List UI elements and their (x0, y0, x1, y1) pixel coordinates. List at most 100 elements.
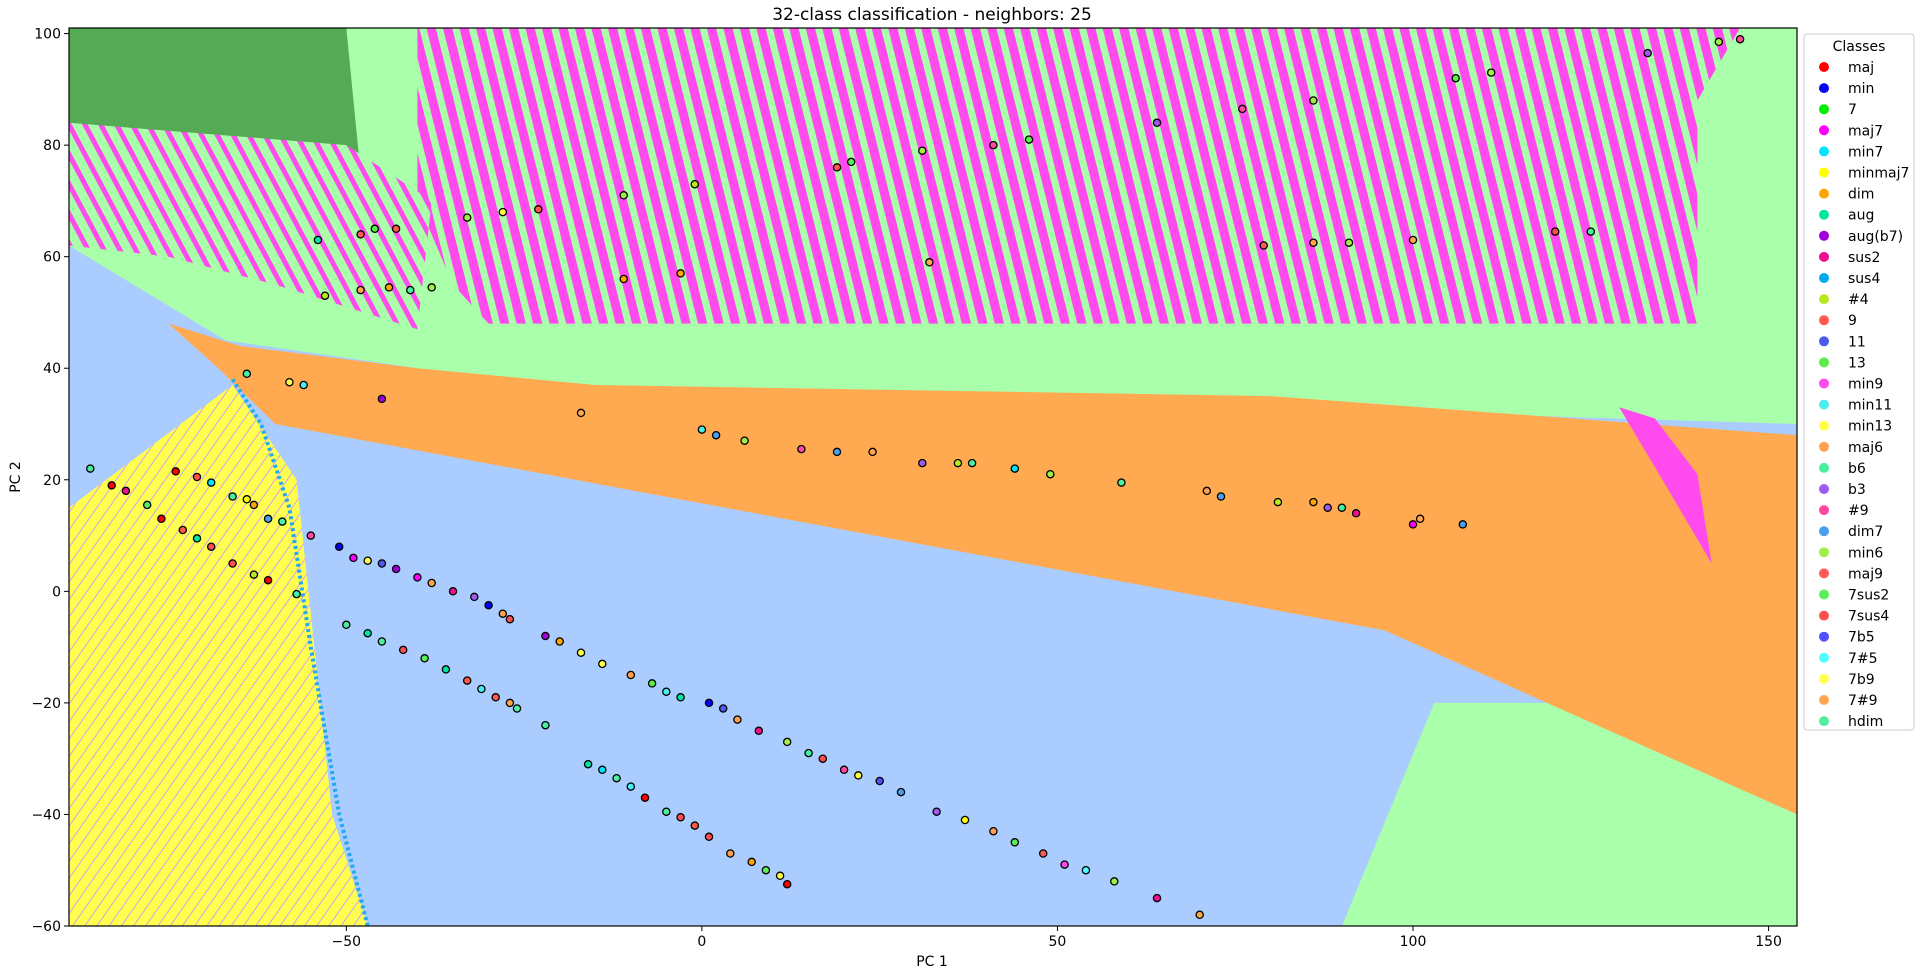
data-point (640, 793, 650, 802)
region-yellow (69, 385, 368, 926)
data-point (363, 628, 372, 638)
legend-label: 7#9 (1848, 693, 1878, 709)
legend-marker (1819, 336, 1829, 347)
region-orange (168, 323, 1797, 815)
data-point (1351, 509, 1361, 518)
data-point (356, 285, 365, 295)
data-point (598, 659, 607, 669)
data-point (1152, 118, 1162, 128)
legend-title: Classes (1833, 39, 1886, 55)
data-point (875, 776, 884, 786)
data-point (1550, 227, 1560, 236)
data-point (818, 754, 828, 763)
x-tick-label: 100 (1400, 934, 1427, 950)
legend-marker (1819, 462, 1829, 473)
legend-label: maj7 (1848, 123, 1883, 139)
legend-items: majmin7maj7min7minmaj7dimaugaug(b7)sus2s… (1819, 60, 1909, 730)
data-point (206, 478, 216, 487)
data-point (86, 464, 95, 473)
data-point (406, 285, 415, 295)
data-point (228, 559, 237, 568)
data-point (740, 436, 749, 445)
data-point (462, 676, 472, 685)
x-axis-label: PC 1 (916, 954, 948, 970)
data-point (918, 458, 927, 468)
decision-regions (69, 28, 1797, 926)
data-point (206, 542, 216, 551)
data-point (242, 369, 252, 379)
data-point (1735, 34, 1745, 44)
y-tick-label: 0 (52, 584, 61, 600)
data-point (342, 620, 351, 630)
data-point (1195, 910, 1204, 920)
data-point (356, 230, 365, 239)
data-point (676, 269, 685, 278)
data-point (391, 564, 401, 574)
data-point (854, 771, 863, 780)
region-dark-green (69, 28, 361, 173)
x-tick-label: −50 (332, 934, 362, 950)
legend-label: aug(b7) (1848, 229, 1903, 245)
data-point (420, 654, 429, 663)
data-point (1117, 478, 1126, 487)
data-point (619, 191, 628, 200)
data-point (704, 698, 714, 708)
data-point (989, 826, 998, 836)
x-tick-label: 0 (697, 934, 706, 950)
data-point (967, 458, 977, 468)
data-point (1110, 877, 1119, 886)
data-point (1458, 520, 1468, 529)
data-point (1202, 486, 1212, 496)
legend-label: 7sus4 (1848, 609, 1889, 625)
data-point (797, 444, 806, 454)
data-point (846, 157, 856, 167)
legend-label: min7 (1848, 144, 1883, 160)
legend-marker (1819, 230, 1829, 241)
y-axis-label: PC 2 (8, 461, 24, 493)
data-point (1046, 469, 1055, 479)
data-point (690, 179, 700, 189)
data-point (612, 773, 621, 783)
legend-label: 7#5 (1848, 651, 1878, 667)
legend-marker (1819, 83, 1829, 94)
legend-label: maj (1848, 60, 1874, 76)
y-tick-label: 60 (43, 250, 61, 266)
data-point (726, 849, 735, 858)
data-point (505, 698, 515, 708)
data-point (107, 481, 116, 490)
region-stripes-left (69, 122, 432, 330)
data-point (398, 645, 408, 655)
data-point (263, 575, 273, 585)
data-point (142, 500, 152, 510)
legend-marker (1819, 104, 1829, 115)
data-point (626, 670, 636, 680)
legend-marker (1819, 125, 1829, 136)
legend-marker (1819, 589, 1829, 600)
data-point (711, 430, 721, 440)
data-point (761, 865, 771, 875)
legend-marker (1819, 209, 1829, 220)
data-point (242, 495, 252, 504)
chart-title: 32-class classification - neighbors: 25 (772, 5, 1092, 25)
legend-marker (1819, 273, 1829, 283)
data-point (1010, 464, 1020, 473)
legend-marker (1819, 378, 1829, 389)
legend-marker (1819, 652, 1829, 663)
legend-label: min6 (1848, 545, 1883, 561)
data-point (1323, 503, 1332, 512)
legend-label: 9 (1848, 313, 1857, 329)
data-point (1152, 893, 1162, 903)
data-point (1415, 514, 1425, 524)
legend-marker (1819, 188, 1829, 199)
data-point (775, 871, 785, 881)
data-point (925, 258, 934, 267)
legend-marker (1819, 315, 1829, 326)
data-point (484, 601, 493, 610)
data-point (583, 759, 593, 769)
y-tick-label: −40 (31, 807, 61, 823)
data-point (1038, 849, 1048, 858)
legend-label: sus2 (1848, 250, 1880, 266)
legend-label: #9 (1848, 503, 1869, 519)
data-point (647, 679, 657, 688)
data-point (718, 704, 728, 713)
